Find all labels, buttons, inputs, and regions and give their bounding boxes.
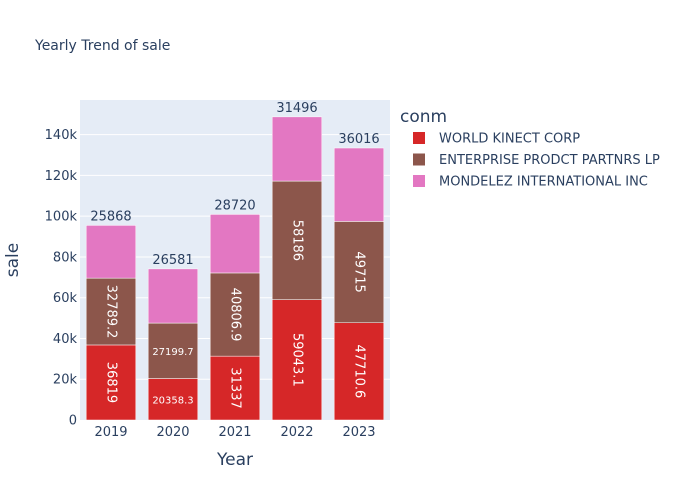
y-tick-label: 20k (53, 373, 78, 388)
bar-value-label: 58186 (290, 220, 305, 261)
bar-segment (147, 378, 199, 421)
y-tick-label: 40k (53, 332, 78, 347)
bar-segment (271, 116, 323, 182)
y-tick-label: 0 (69, 414, 77, 429)
chart-title: Yearly Trend of sale (34, 38, 170, 54)
bar-segment (147, 322, 199, 379)
bar-value-label: 31496 (276, 101, 317, 116)
y-tick-label: 140k (45, 128, 78, 143)
bar-value-label: 28720 (214, 198, 255, 213)
bar-value-label: 36016 (338, 132, 379, 147)
legend-swatch (413, 132, 425, 144)
bars: 36819 32789.2 20358.3 27199.7 31337 40806.9 59… (85, 116, 385, 421)
bar-value-label: 49715 (352, 251, 367, 292)
bar-segment (209, 272, 261, 357)
bar-segment (147, 268, 199, 324)
x-tick-label: 2019 (94, 425, 127, 440)
bar-segment (85, 225, 137, 279)
y-axis-title: sale (3, 243, 23, 277)
legend-item-label: ENTERPRISE PRODCT PARTNRS LP (439, 153, 660, 168)
bar-value-label: 36819 (104, 362, 119, 403)
bar-segment (209, 214, 261, 274)
x-tick-label: 2022 (280, 425, 313, 440)
y-tick-label: 60k (53, 291, 78, 306)
x-tick-label: 2023 (342, 425, 375, 440)
legend: conm WORLD KINECT CORP ENTERPRISE PRODCT … (400, 107, 660, 190)
x-axis-title: Year (216, 450, 253, 470)
bar-segment (333, 147, 385, 222)
bar-value-label: 20358.3 (152, 395, 193, 406)
y-tick-label: 120k (45, 169, 78, 184)
x-tick-label: 2020 (156, 425, 189, 440)
bar-value-label: 25868 (90, 209, 131, 224)
legend-swatch (413, 153, 425, 166)
bar-value-label: 59043.1 (290, 333, 305, 387)
bar-value-label: 32789.2 (104, 285, 119, 339)
bar-value-label: 26581 (152, 253, 193, 268)
bar-segment (85, 277, 137, 346)
bar-segment (333, 322, 385, 421)
bar-segment (333, 221, 385, 324)
y-tick-label: 80k (53, 250, 78, 265)
y-axis-ticks: 0 20k 40k 60k 80k 100k 120k 140k (45, 128, 78, 428)
x-tick-label: 2021 (218, 425, 251, 440)
bar-value-label: 27199.7 (152, 347, 193, 358)
bar-value-label: 47710.6 (352, 344, 367, 398)
bar-value-label: 31337 (228, 367, 243, 408)
bar-value-label: 40806.9 (228, 288, 243, 342)
total-labels: 25868 26581 28720 31496 36016 (90, 101, 379, 268)
legend-item-label: WORLD KINECT CORP (439, 132, 580, 147)
legend-swatch (413, 175, 425, 187)
legend-title: conm (400, 107, 447, 127)
bar-segment (209, 355, 261, 421)
y-tick-label: 100k (45, 210, 78, 225)
legend-item-label: MONDELEZ INTERNATIONAL INC (439, 175, 648, 190)
x-axis-ticks: 2019 2020 2021 2022 2023 (94, 425, 375, 440)
bar-segment (271, 180, 323, 300)
